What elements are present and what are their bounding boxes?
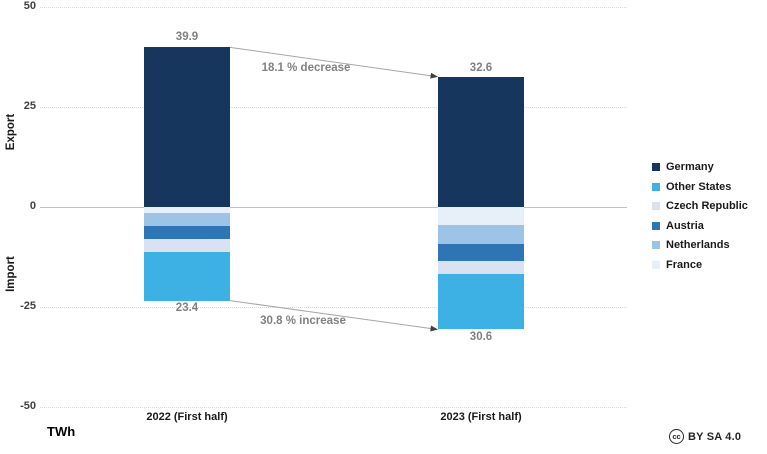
legend-swatch-icon bbox=[652, 182, 660, 191]
legend-label: Other States bbox=[666, 180, 732, 193]
gridline-0 bbox=[40, 207, 627, 208]
gridline-25 bbox=[40, 107, 627, 108]
legend-item-germany: Germany bbox=[652, 161, 748, 173]
legend-item-other-states: Other States bbox=[652, 181, 748, 193]
export-total-2023: 32.6 bbox=[469, 62, 493, 74]
bar-2022-other-states bbox=[144, 252, 230, 301]
bar-2023-germany bbox=[438, 76, 524, 207]
bar-2022-austria bbox=[144, 226, 230, 240]
bar-2022-czech-republic bbox=[144, 239, 230, 253]
x-label-2023: 2023 (First half) bbox=[440, 411, 522, 423]
bar-2022-germany bbox=[144, 47, 230, 207]
y-tick-50: 50 bbox=[23, 0, 36, 12]
legend: Germany Other States Czech Republic Austria… bbox=[652, 161, 748, 271]
legend-swatch-icon bbox=[652, 163, 660, 171]
legend-label: Netherlands bbox=[666, 239, 730, 251]
import-total-2023: 30.6 bbox=[469, 331, 493, 343]
y-tick--25: -25 bbox=[20, 300, 36, 312]
bar-2023-france bbox=[438, 207, 524, 225]
legend-label: Austria bbox=[666, 219, 704, 232]
legend-swatch-icon bbox=[652, 221, 660, 230]
legend-label: France bbox=[666, 258, 703, 271]
cc-icon: cc bbox=[669, 429, 684, 444]
legend-item-netherlands: Netherlands bbox=[652, 239, 748, 251]
legend-item-france: France bbox=[652, 259, 748, 271]
gridline--25 bbox=[40, 307, 627, 308]
bar-2023-netherlands bbox=[438, 225, 524, 244]
annotation-decrease: 18.1 % decrease bbox=[261, 62, 351, 74]
bar-2022-netherlands bbox=[144, 212, 230, 227]
import-total-2022: 23.4 bbox=[175, 302, 199, 314]
bar-2023-other-states bbox=[438, 274, 524, 330]
y-tick-25: 25 bbox=[23, 100, 36, 112]
legend-swatch-icon bbox=[652, 241, 660, 249]
legend-label: Germany bbox=[666, 161, 714, 173]
legend-item-austria: Austria bbox=[652, 220, 748, 232]
bar-2023-austria bbox=[438, 243, 524, 261]
license-text: BY SA 4.0 bbox=[688, 430, 742, 443]
bar-2023-czech-republic bbox=[438, 260, 524, 275]
legend-swatch-icon bbox=[652, 260, 660, 269]
x-label-2022: 2022 (First half) bbox=[146, 411, 228, 423]
annotation-increase: 30.8 % increase bbox=[260, 315, 346, 327]
export-total-2022: 39.9 bbox=[175, 31, 199, 43]
bar-2022-france bbox=[144, 207, 230, 213]
y-tick-0: 0 bbox=[29, 200, 36, 212]
legend-item-czech-republic: Czech Republic bbox=[652, 200, 748, 212]
legend-label: Czech Republic bbox=[666, 200, 748, 212]
gridline--50 bbox=[40, 407, 627, 408]
license-badge: cc BY SA 4.0 bbox=[669, 429, 741, 444]
y-axis-unit-label: TWh bbox=[47, 424, 76, 439]
y-tick--50: -50 bbox=[20, 400, 36, 412]
gridline-50 bbox=[40, 7, 627, 8]
legend-swatch-icon bbox=[652, 202, 660, 210]
